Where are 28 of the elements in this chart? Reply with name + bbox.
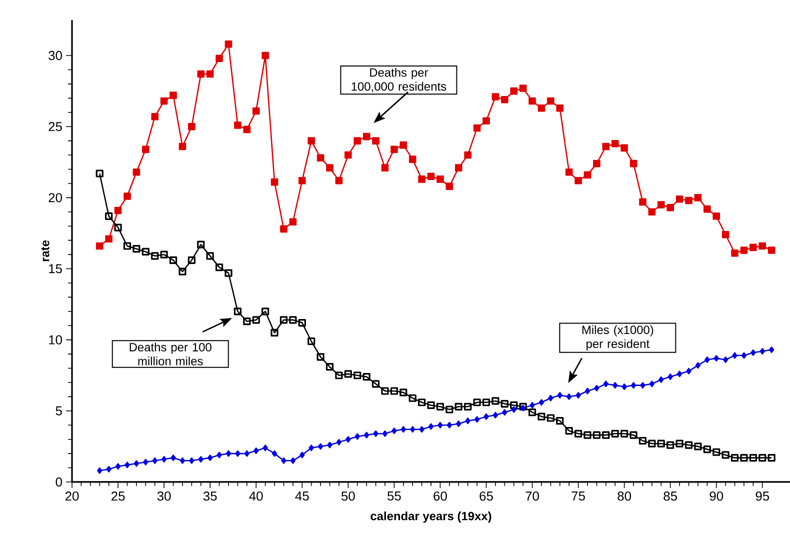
- x-tick-label: 90: [710, 492, 724, 501]
- x-tick-label: 75: [572, 492, 585, 501]
- y-tick-label: 25: [48, 122, 62, 132]
- y-tick-label: 20: [48, 193, 62, 202]
- annotation: Miles (x1000) per resident: [582, 325, 654, 350]
- x-tick-label: 70: [526, 492, 539, 501]
- y-tick-label: 0: [56, 477, 62, 487]
- x-tick-label: 25: [111, 492, 125, 501]
- x-axis-title: calendar years (19xx): [370, 512, 492, 523]
- x-tick-label: 80: [618, 492, 632, 501]
- x-tick-label: 45: [295, 492, 309, 501]
- x-tick-label: 20: [65, 492, 79, 501]
- y-tick-label: 15: [49, 264, 62, 274]
- x-tick-label: 50: [341, 492, 355, 501]
- x-tick-label: 60: [434, 492, 447, 501]
- y-axis-title: rate: [41, 240, 50, 262]
- x-tick-label: 35: [203, 492, 217, 501]
- x-tick-label: 95: [756, 492, 770, 501]
- y-tick-label: 5: [56, 406, 62, 416]
- y-tick-label: 10: [49, 335, 62, 344]
- x-tick-label: 40: [249, 492, 263, 501]
- x-tick-label: 85: [664, 492, 677, 501]
- y-tick-label: 30: [48, 50, 62, 60]
- x-tick-label: 30: [157, 492, 171, 501]
- x-tick-label: 65: [480, 492, 493, 501]
- x-tick-label: 55: [387, 492, 401, 501]
- annotation: Deaths per 100,000 residents: [352, 68, 446, 92]
- annotation: Deaths per 100 million miles: [130, 342, 212, 366]
